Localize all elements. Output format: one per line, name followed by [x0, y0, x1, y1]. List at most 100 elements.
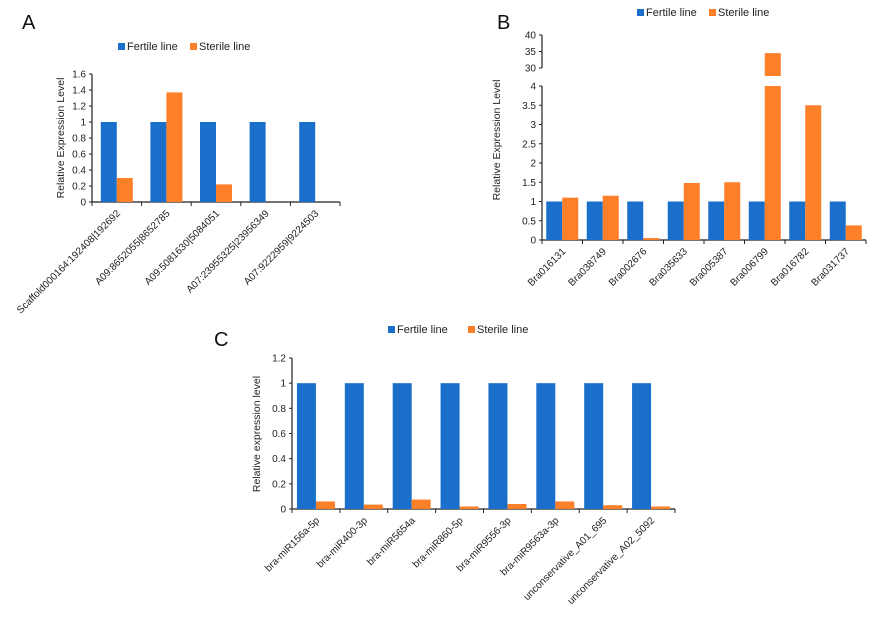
bar-fertile: [392, 383, 412, 509]
y-tick-label: 0.2: [272, 479, 286, 490]
legend-label: Fertile line: [397, 324, 448, 336]
bar-sterile: [602, 195, 619, 240]
bar-sterile: [166, 92, 183, 202]
y-tick-label: 2.5: [522, 139, 536, 150]
bar-fertile: [200, 122, 216, 202]
bar-fertile: [440, 383, 460, 509]
x-tick-label: Bra006799: [728, 246, 771, 289]
x-tick-label: bra-miR400-3p: [315, 515, 370, 570]
bar-sterile: [805, 105, 822, 240]
bar-sterile: [555, 501, 575, 509]
chart-a: 0 0.2 0.4 0.6 0.8 1 1.2 1.4 1.6 Scaffold000164:19…: [15, 41, 341, 316]
legend-label: Sterile line: [199, 41, 250, 53]
x-tick-label: A07:23955325|23956349: [185, 208, 272, 295]
bar-sterile: [562, 197, 579, 240]
legend-swatch-fertile: [637, 9, 644, 16]
y-tick-label: 2: [530, 159, 536, 170]
bar-fertile: [488, 383, 508, 509]
y-tick-label: 0.8: [272, 404, 286, 415]
y-tick-label: 0.5: [522, 216, 536, 227]
legend-label: Sterile line: [477, 324, 528, 336]
bar-fertile: [536, 383, 556, 509]
y-tick-label: 0.4: [272, 454, 286, 465]
bar-sterile: [683, 183, 700, 240]
bar-fertile: [632, 383, 652, 509]
y-tick-label: 0: [530, 236, 536, 247]
y-axis-label: Relative Expression Level: [55, 78, 67, 199]
bar-sterile: [116, 178, 133, 202]
bar-fertile: [296, 383, 316, 509]
bar-fertile: [100, 122, 117, 202]
bar-sterile: [651, 506, 671, 509]
legend-swatch-fertile: [118, 43, 125, 50]
bar-sterile-upper: [764, 53, 781, 76]
x-tick-label: bra-miR860-5p: [411, 515, 466, 570]
bar-sterile: [603, 505, 623, 509]
y-axis-label: Relative Expression Level: [491, 80, 503, 201]
bar-fertile: [584, 383, 604, 509]
y-tick-label: 0.4: [72, 166, 86, 177]
y-tick-label: 1.2: [272, 354, 286, 365]
bar-sterile: [764, 86, 781, 240]
y-tick-label: 1.4: [72, 86, 86, 97]
legend-label: Sterile line: [718, 7, 769, 19]
bar-fertile: [249, 122, 266, 202]
y-tick-label: 0: [80, 198, 86, 209]
bar-fertile: [150, 122, 167, 202]
bar-sterile: [724, 182, 741, 240]
legend-swatch-sterile: [709, 9, 716, 16]
y-tick-label: 1.2: [72, 102, 86, 113]
bar-fertile: [748, 201, 765, 240]
y-tick-label: 0: [280, 505, 286, 516]
legend-swatch-sterile: [190, 43, 197, 50]
x-tick-label: Bra005387: [688, 246, 731, 289]
x-tick-label: unconservative_A01_695: [522, 515, 610, 603]
bar-sterile: [845, 225, 862, 240]
bar-sterile: [216, 184, 232, 202]
x-tick-label: bra-miR156a-5p: [263, 515, 322, 574]
bar-fertile: [627, 201, 644, 240]
y-tick-label: 40: [525, 31, 537, 42]
y-tick-label: 35: [525, 47, 537, 58]
x-tick-label: Bra016782: [769, 246, 812, 289]
legend-label: Fertile line: [646, 7, 697, 19]
legend-swatch-sterile: [468, 326, 475, 333]
y-tick-label: 30: [525, 64, 537, 75]
bar-fertile: [586, 201, 603, 240]
bar-sterile: [315, 501, 335, 509]
bar-sterile: [643, 238, 660, 240]
bar-fertile: [829, 201, 846, 240]
legend-label: Fertile line: [127, 41, 178, 53]
legend-swatch-fertile: [388, 326, 395, 333]
bar-fertile: [789, 201, 806, 240]
panel-label-b: B: [497, 12, 510, 34]
bar-fertile: [546, 201, 563, 240]
y-tick-label: 1: [280, 379, 286, 390]
bar-sterile: [507, 503, 527, 509]
bar-fertile: [299, 122, 316, 202]
y-tick-label: 0.8: [72, 134, 86, 145]
y-tick-label: 3.5: [522, 101, 536, 112]
y-tick-label: 0.6: [72, 150, 86, 161]
bar-fertile: [667, 201, 684, 240]
chart-b: 0 0.5 1 1.5 2 2.5 3 3.5 4 30 35 40 Bra016131Bra03874…: [491, 7, 867, 289]
y-tick-label: 1: [530, 197, 536, 208]
y-tick-label: 4: [530, 82, 536, 93]
bar-fertile: [344, 383, 364, 509]
x-tick-label: Bra035633: [647, 246, 690, 289]
y-tick-label: 1.6: [72, 70, 86, 81]
panel-label-c: C: [214, 329, 228, 351]
y-tick-label: 1.5: [522, 178, 536, 189]
bar-sterile: [411, 499, 431, 509]
y-axis-label: Relative expression level: [251, 376, 263, 492]
x-tick-label: Scaffold000164:192408|192692: [15, 208, 123, 316]
x-tick-label: Bra016131: [526, 246, 569, 289]
y-tick-label: 0.2: [72, 182, 86, 193]
y-tick-label: 0.6: [272, 429, 286, 440]
x-tick-label: Bra038749: [566, 246, 609, 289]
y-tick-label: 1: [80, 118, 86, 129]
x-tick-label: unconservative_A02_5092: [566, 515, 658, 607]
x-tick-label: Bra002676: [607, 246, 650, 289]
y-tick-label: 3: [530, 120, 536, 131]
